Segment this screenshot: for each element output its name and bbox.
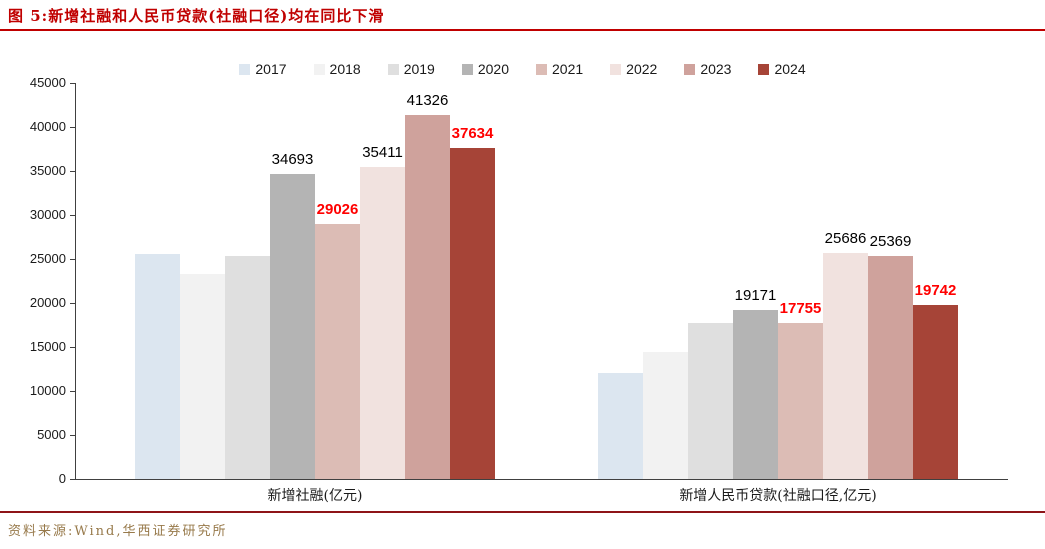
figure-title: 图 5:新增社融和人民币贷款(社融口径)均在同比下滑 xyxy=(8,7,385,25)
legend-item-2017: 2017 xyxy=(239,61,287,77)
legend-item-2019: 2019 xyxy=(387,61,435,77)
bar-2024-group2 xyxy=(913,305,958,479)
legend-swatch-2022 xyxy=(610,63,622,75)
legend-swatch-2019 xyxy=(387,63,399,75)
group1-axis-label: 新增社融(亿元) xyxy=(267,488,363,504)
bar-value-label-2024-group2: 19742 xyxy=(914,282,957,300)
bar-value-label-2023-group2: 25369 xyxy=(869,232,912,250)
y-tick-mark xyxy=(70,127,75,128)
bar-2022-group1 xyxy=(360,167,405,479)
bar-value-label-2021-group2: 17755 xyxy=(779,299,822,317)
y-tick-label: 15000 xyxy=(29,339,66,354)
y-tick-label: 30000 xyxy=(29,207,66,222)
legend-label-2023: 2023 xyxy=(700,61,732,77)
y-tick-mark xyxy=(70,479,75,480)
legend-swatch-2023 xyxy=(684,63,696,75)
y-tick-label: 40000 xyxy=(29,119,66,134)
bar-2018-group1 xyxy=(180,273,225,479)
bar-value-label-2022-group2: 25686 xyxy=(824,229,867,247)
legend-item-2021: 2021 xyxy=(536,61,583,77)
title-underline xyxy=(0,29,1045,31)
y-tick-mark xyxy=(70,303,75,304)
bar-2019-group1 xyxy=(225,256,270,479)
source-note: 资料来源:Wind,华西证券研究所 xyxy=(8,524,228,539)
legend-swatch-2024 xyxy=(758,63,770,75)
bar-2019-group2 xyxy=(688,323,733,479)
y-tick-label: 5000 xyxy=(37,427,66,442)
chart-legend: 2017 2018 2019 2020 2021 2022 2023 2024 xyxy=(0,61,1045,77)
legend-label-2022: 2022 xyxy=(626,61,658,77)
legend-swatch-2018 xyxy=(313,63,325,75)
bar-value-label-2022-group1: 35411 xyxy=(362,144,403,162)
legend-item-2023: 2023 xyxy=(684,61,731,77)
legend-item-2022: 2022 xyxy=(610,61,657,77)
bar-value-label-2023-group1: 41326 xyxy=(406,92,449,110)
bar-value-label-2020-group2: 19171 xyxy=(734,287,777,305)
bar-2023-group1 xyxy=(405,115,450,479)
legend-label-2024: 2024 xyxy=(774,61,806,77)
bar-2020-group1 xyxy=(270,173,315,479)
y-tick-mark xyxy=(70,171,75,172)
bar-value-label-2021-group1: 29026 xyxy=(316,200,359,218)
bar-2017-group2 xyxy=(598,373,643,479)
legend-label-2019: 2019 xyxy=(403,61,435,77)
legend-label-2021: 2021 xyxy=(552,61,584,77)
bar-2017-group1 xyxy=(135,253,180,479)
y-tick-label: 10000 xyxy=(29,383,66,398)
legend-label-2020: 2020 xyxy=(477,61,509,77)
y-tick-label: 25000 xyxy=(29,251,66,266)
y-tick-mark xyxy=(70,391,75,392)
legend-swatch-2021 xyxy=(536,63,547,75)
legend-item-2018: 2018 xyxy=(313,61,361,77)
legend-label-2018: 2018 xyxy=(329,61,361,77)
bar-2020-group2 xyxy=(733,310,778,479)
legend-item-2020: 2020 xyxy=(461,61,509,77)
bar-2021-group1 xyxy=(315,223,360,479)
bar-2022-group2 xyxy=(823,252,868,479)
y-tick-label: 35000 xyxy=(29,163,66,178)
y-tick-label: 45000 xyxy=(29,75,66,90)
y-tick-mark xyxy=(70,259,75,260)
legend-swatch-2020 xyxy=(461,63,473,75)
bar-2023-group2 xyxy=(868,255,913,479)
y-tick-mark xyxy=(70,347,75,348)
y-axis xyxy=(75,83,76,480)
y-tick-label: 20000 xyxy=(29,295,66,310)
y-tick-mark xyxy=(70,83,75,84)
bar-2021-group2 xyxy=(778,322,823,479)
legend-item-2024: 2024 xyxy=(758,61,806,77)
legend-swatch-2017 xyxy=(239,63,251,75)
bar-value-label-2020-group1: 34693 xyxy=(271,150,314,168)
footer-divider xyxy=(0,511,1045,513)
bar-2024-group1 xyxy=(450,147,495,479)
y-tick-label: 0 xyxy=(58,471,66,486)
y-tick-mark xyxy=(70,215,75,216)
bar-value-label-2024-group1: 37634 xyxy=(451,124,494,142)
bar-2018-group2 xyxy=(643,352,688,479)
y-tick-mark xyxy=(70,435,75,436)
x-axis xyxy=(75,479,1008,480)
group2-axis-label: 新增人民币贷款(社融口径,亿元) xyxy=(679,488,877,504)
legend-label-2017: 2017 xyxy=(255,61,287,77)
